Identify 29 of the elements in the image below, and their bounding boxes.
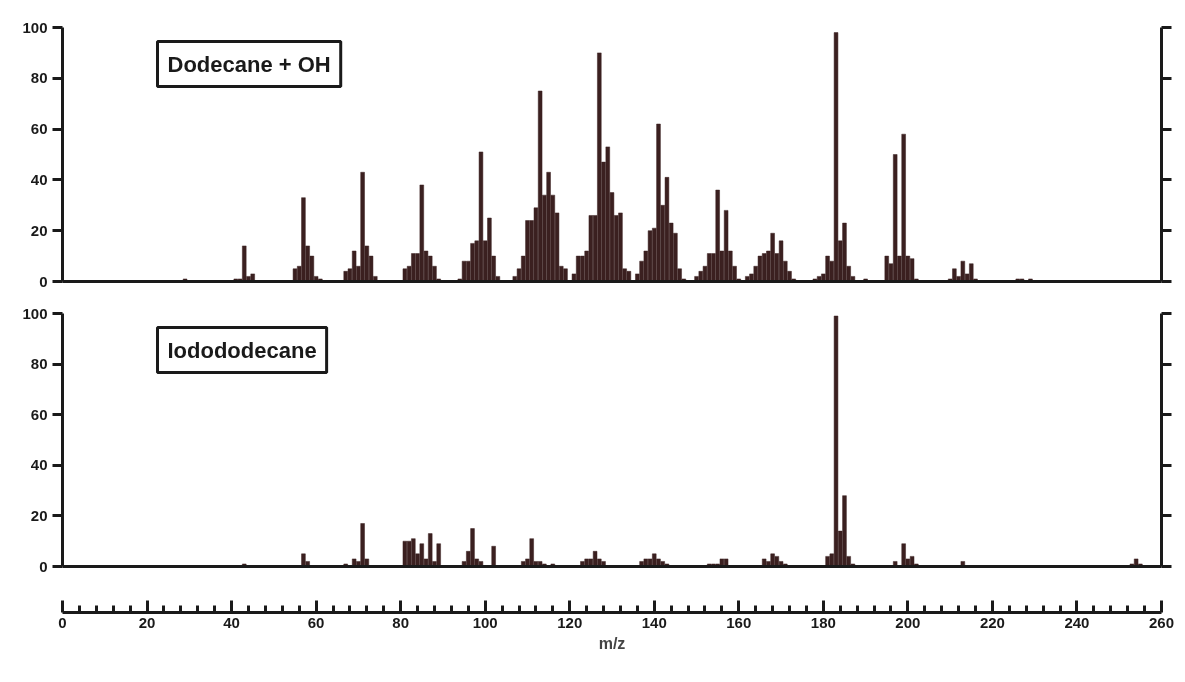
x-tick-label: 100 — [472, 613, 498, 631]
y-tick-label: 20 — [30, 221, 48, 239]
x-tick-label: 180 — [810, 613, 836, 631]
y-tick-label: 100 — [22, 18, 48, 36]
y-tick-label: 0 — [39, 272, 48, 290]
y-tick-label: 80 — [30, 69, 48, 87]
y-tick-label: 60 — [30, 120, 48, 138]
x-axis-title: m/z — [598, 634, 626, 652]
y-tick-label: 0 — [39, 557, 48, 575]
text: Iodododecane — [167, 337, 317, 363]
y-tick-label: 100 — [22, 304, 48, 322]
x-tick-label: 0 — [58, 613, 67, 631]
x-tick-label: 220 — [979, 613, 1005, 631]
x-tick-label: 120 — [557, 613, 583, 631]
x-tick-label: 140 — [641, 613, 667, 631]
y-tick-label: 80 — [30, 355, 48, 373]
x-tick-label: 80 — [392, 613, 409, 631]
text: Dodecane + OH — [167, 51, 331, 77]
y-tick-label: 60 — [30, 405, 48, 423]
x-tick-label: 20 — [138, 613, 156, 631]
y-tick-label: 40 — [30, 456, 48, 474]
x-tick-label: 60 — [307, 613, 325, 631]
x-tick-label: 40 — [223, 613, 240, 631]
y-tick-label: 40 — [30, 170, 48, 188]
x-tick-label: 200 — [895, 613, 921, 631]
x-tick-label: 260 — [1148, 613, 1175, 631]
x-tick-label: 160 — [726, 613, 752, 631]
y-tick-label: 20 — [30, 506, 48, 524]
x-tick-label: 240 — [1064, 613, 1090, 631]
